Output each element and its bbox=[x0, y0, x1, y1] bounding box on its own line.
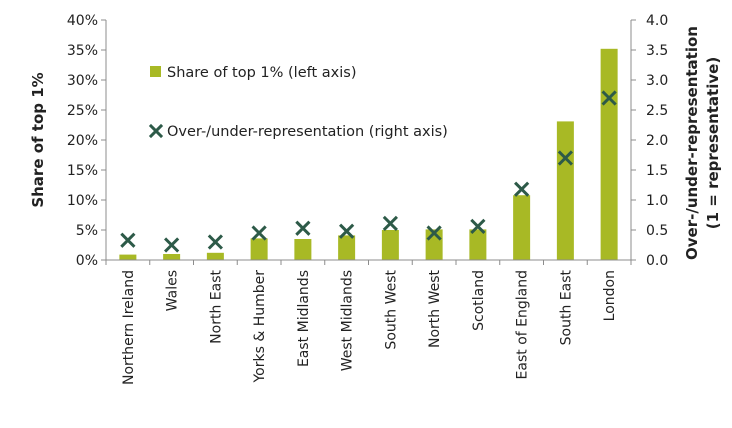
left-tick-label: 20% bbox=[67, 133, 98, 149]
left-tick-label: 10% bbox=[67, 193, 98, 209]
left-axis-title: Share of top 1% bbox=[29, 72, 47, 207]
bar bbox=[381, 230, 399, 260]
left-tick-label: 30% bbox=[67, 73, 98, 89]
bar bbox=[163, 254, 181, 260]
bar bbox=[513, 195, 531, 260]
legend-marker-swatch bbox=[148, 123, 164, 139]
right-tick-label: 3.5 bbox=[646, 43, 668, 59]
category-label: North East bbox=[208, 270, 224, 344]
right-tick-label: 0.0 bbox=[646, 253, 668, 269]
right-axis-title-line1: Over-/under-representation bbox=[683, 26, 701, 260]
right-tick-label: 3.0 bbox=[646, 73, 668, 89]
left-tick-label: 35% bbox=[67, 43, 98, 59]
marker bbox=[470, 218, 486, 235]
marker bbox=[601, 90, 617, 106]
bar bbox=[250, 238, 268, 260]
marker bbox=[426, 225, 442, 241]
category-label: West Midlands bbox=[340, 270, 356, 371]
left-tick-label: 40% bbox=[67, 13, 98, 29]
bar bbox=[294, 239, 312, 260]
bar bbox=[206, 252, 224, 260]
legend-x-icon bbox=[148, 123, 164, 139]
right-tick-label: 4.0 bbox=[646, 13, 668, 29]
marker bbox=[382, 215, 398, 232]
legend-marker-label: Over-/under-representation (right axis) bbox=[167, 124, 448, 140]
category-label: South East bbox=[558, 270, 574, 346]
bar bbox=[338, 235, 356, 260]
marker-series bbox=[120, 90, 617, 253]
category-label: North West bbox=[427, 269, 443, 348]
bar bbox=[119, 254, 137, 260]
right-tick-label: 2.0 bbox=[646, 133, 668, 149]
right-tick-label: 2.5 bbox=[646, 103, 668, 119]
marker bbox=[295, 220, 311, 236]
category-label: London bbox=[602, 270, 618, 321]
category-label: East Midlands bbox=[296, 270, 312, 367]
category-label: Scotland bbox=[471, 270, 487, 331]
marker bbox=[251, 225, 267, 241]
marker bbox=[557, 150, 573, 166]
marker bbox=[514, 181, 530, 197]
legend-bar-swatch bbox=[150, 66, 161, 77]
right-tick-label: 0.5 bbox=[646, 223, 668, 239]
legend-bar-label: Share of top 1% (left axis) bbox=[167, 65, 356, 81]
left-tick-label: 5% bbox=[76, 223, 98, 239]
marker bbox=[120, 232, 136, 248]
category-label: Northern Ireland bbox=[121, 270, 137, 385]
right-axis-title-line2: (1 = representative) bbox=[704, 57, 722, 229]
left-tick-label: 25% bbox=[67, 103, 98, 119]
category-label: Wales bbox=[165, 270, 181, 311]
right-tick-label: 1.5 bbox=[646, 163, 668, 179]
legend: Share of top 1% (left axis) Over-/under-… bbox=[148, 65, 448, 140]
axes bbox=[105, 20, 632, 261]
bar bbox=[556, 121, 574, 261]
left-tick-label: 0% bbox=[76, 253, 98, 269]
right-tick-label: 1.0 bbox=[646, 193, 668, 209]
left-tick-label: 15% bbox=[67, 163, 98, 179]
left-axis-ticks: 0% 5% 10% 15% 20% 25% 30% 35% 40% bbox=[67, 13, 106, 269]
marker bbox=[164, 237, 180, 253]
marker bbox=[339, 223, 355, 239]
marker bbox=[207, 234, 223, 250]
category-label: South West bbox=[383, 269, 399, 349]
right-axis-ticks: 0.0 0.5 1.0 1.5 2.0 2.5 3.0 3.5 4.0 bbox=[631, 13, 668, 269]
category-labels: Northern Ireland Wales North East Yorks & H… bbox=[105, 260, 632, 385]
bar bbox=[600, 48, 618, 260]
category-label: Yorks & Humber bbox=[252, 270, 268, 384]
category-label: East of England bbox=[515, 270, 531, 379]
bar bbox=[469, 229, 487, 260]
